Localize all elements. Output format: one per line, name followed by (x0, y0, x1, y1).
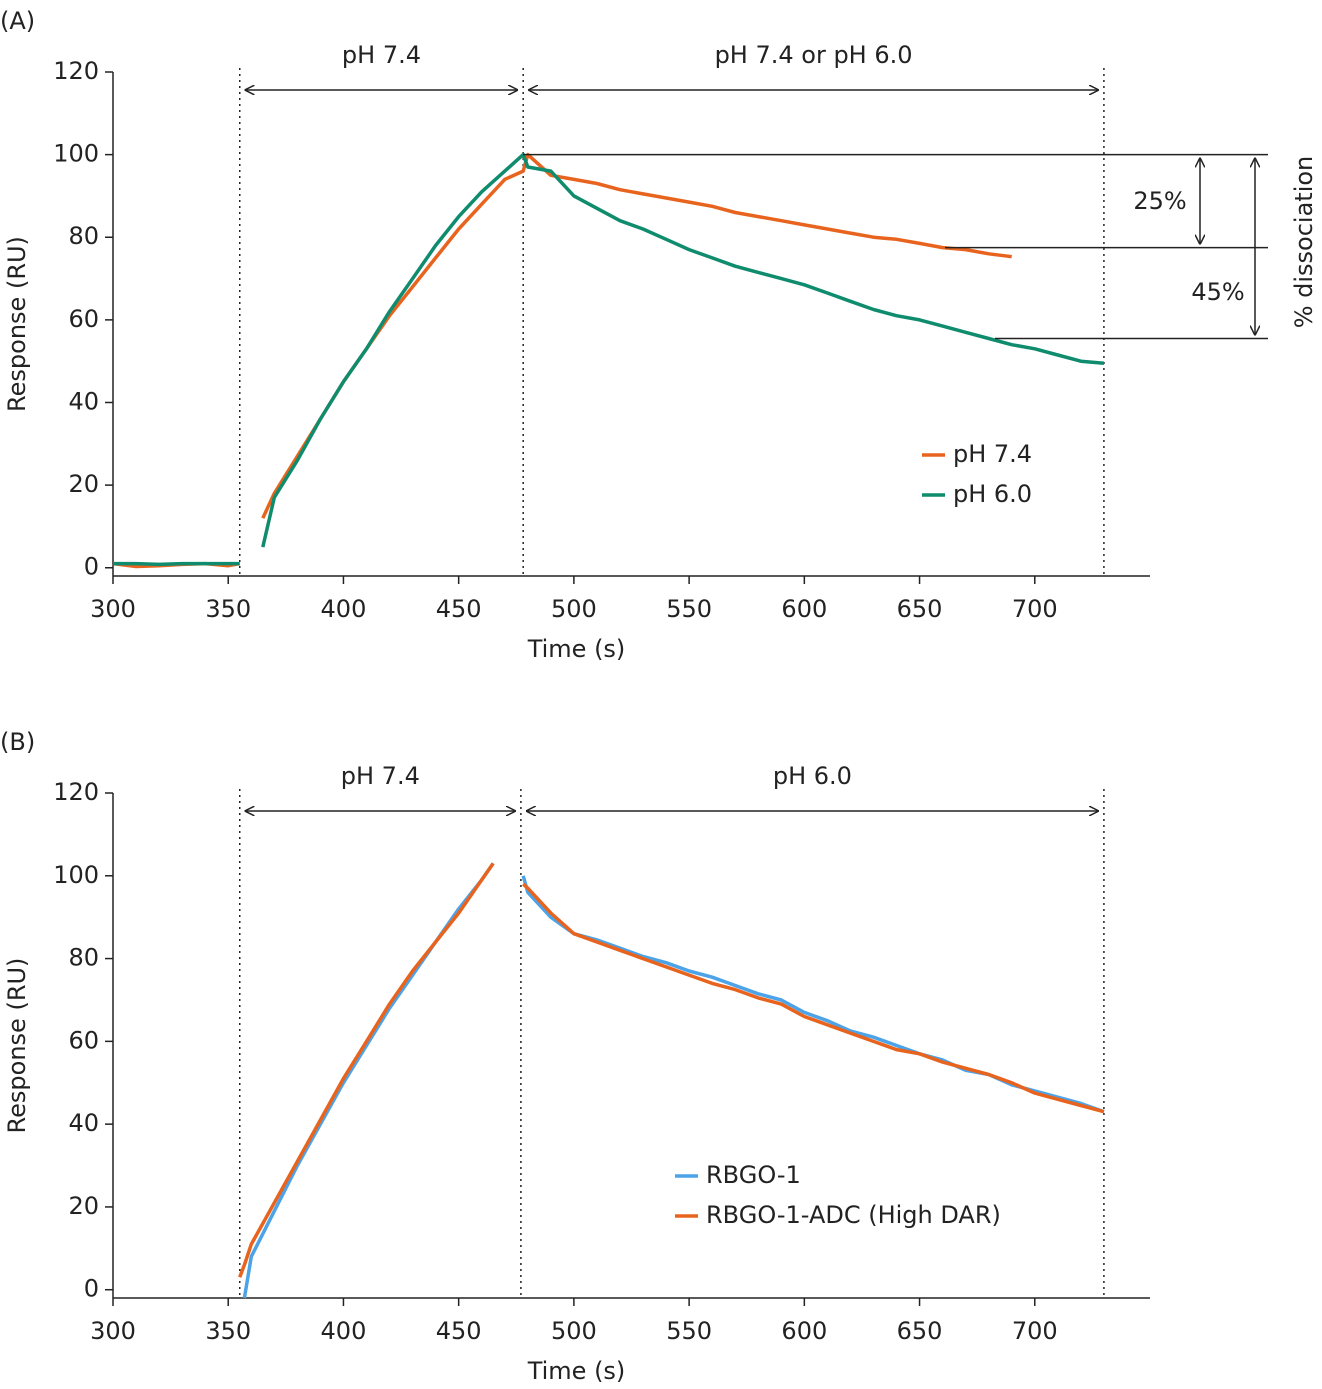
y-tick-label: 0 (84, 1275, 99, 1303)
x-tick-label: 700 (1012, 1317, 1058, 1345)
legend-label: RBGO-1 (706, 1161, 801, 1189)
legend-label: pH 7.4 (953, 440, 1032, 468)
dissociation-label: 25% (1133, 187, 1186, 215)
y-tick-label: 60 (68, 1026, 99, 1054)
x-tick-label: 650 (897, 1317, 943, 1345)
x-tick-label: 350 (205, 1317, 251, 1345)
x-axis-label: Time (s) (527, 1357, 626, 1385)
y-tick-label: 100 (53, 140, 99, 168)
x-tick-label: 550 (666, 1317, 712, 1345)
series-line (113, 152, 1105, 567)
phase-label: pH 7.4 (341, 762, 420, 790)
series-line (238, 862, 1105, 1278)
y-tick-label: 60 (68, 305, 99, 333)
y-tick-label: 120 (53, 778, 99, 806)
dissociation-label: 45% (1191, 278, 1244, 306)
x-tick-label: 400 (321, 1317, 367, 1345)
x-tick-label: 450 (436, 1317, 482, 1345)
y-tick-label: 20 (68, 1192, 99, 1220)
y-tick-label: 80 (68, 222, 99, 250)
y-tick-label: 40 (68, 387, 99, 415)
x-tick-label: 450 (436, 595, 482, 623)
series-line (112, 152, 1012, 569)
x-tick-label: 650 (897, 595, 943, 623)
y-axis-label: Response (RU) (3, 958, 31, 1134)
x-tick-label: 400 (321, 595, 367, 623)
phase-label: pH 7.4 (342, 41, 421, 69)
y-tick-label: 40 (68, 1109, 99, 1137)
x-tick-label: 600 (781, 1317, 827, 1345)
panel-label: (A) (0, 7, 35, 35)
x-tick-label: 500 (551, 1317, 597, 1345)
x-tick-label: 300 (90, 1317, 136, 1345)
legend-label: pH 6.0 (953, 480, 1032, 508)
legend-label: RBGO-1-ADC (High DAR) (706, 1201, 1001, 1229)
phase-label: pH 7.4 or pH 6.0 (715, 41, 913, 69)
y-tick-label: 100 (53, 861, 99, 889)
x-tick-label: 700 (1012, 595, 1058, 623)
y-tick-label: 20 (68, 470, 99, 498)
series-line (242, 862, 1105, 1299)
panel-label: (B) (0, 728, 35, 756)
x-tick-label: 500 (551, 595, 597, 623)
y-tick-label: 80 (68, 944, 99, 972)
y-tick-label: 120 (53, 57, 99, 85)
x-tick-label: 550 (666, 595, 712, 623)
x-tick-label: 350 (205, 595, 251, 623)
y-axis-label: Response (RU) (3, 236, 31, 412)
x-tick-label: 600 (781, 595, 827, 623)
dissociation-title: % dissociation (1290, 156, 1318, 329)
x-axis-label: Time (s) (527, 635, 626, 663)
x-tick-label: 300 (90, 595, 136, 623)
y-tick-label: 0 (84, 553, 99, 581)
phase-label: pH 6.0 (773, 762, 852, 790)
